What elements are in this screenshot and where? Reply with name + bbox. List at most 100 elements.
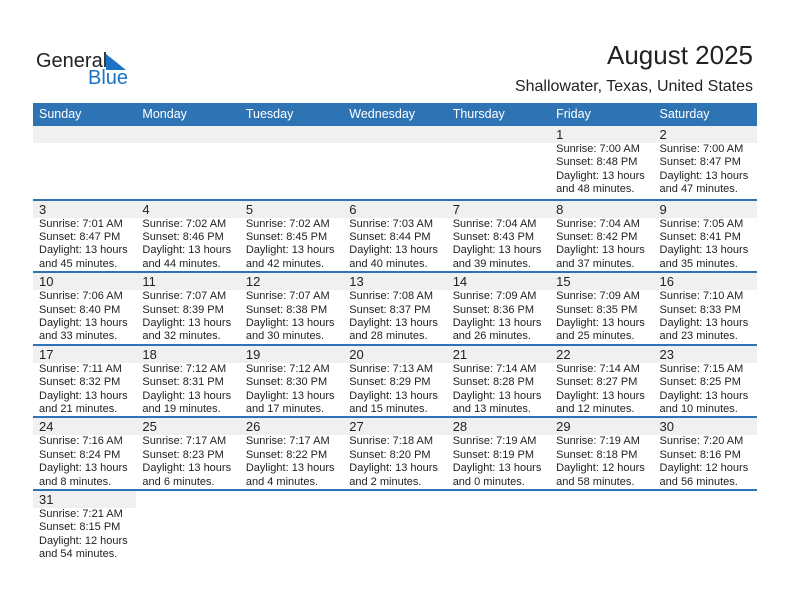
day-number: 7 xyxy=(452,201,460,217)
day-cell: 5 Sunrise: 7:02 AM Sunset: 8:45 PM Daylight… xyxy=(239,200,344,272)
sunset-text: Sunset: 8:20 PM xyxy=(349,448,431,461)
minutes-text: and 12 minutes. xyxy=(556,403,635,415)
weekday-thursday: Thursday xyxy=(452,107,505,121)
day-band xyxy=(33,490,137,508)
day-number: 12 xyxy=(245,274,261,290)
minutes-text: and 21 minutes. xyxy=(39,403,118,415)
minutes-text: and 25 minutes. xyxy=(556,330,635,343)
minutes-text: and 56 minutes. xyxy=(659,475,738,488)
sunset-text: Sunset: 8:40 PM xyxy=(39,303,121,316)
day-band xyxy=(239,126,344,143)
day-number: 26 xyxy=(245,419,261,435)
day-number: 17 xyxy=(39,346,54,362)
day-number: 23 xyxy=(659,346,674,362)
day-band xyxy=(653,345,757,363)
day-cell: 14 Sunrise: 7:09 AM Sunset: 8:36 PM Dayligh… xyxy=(446,273,551,344)
minutes-text: and 54 minutes. xyxy=(39,548,118,561)
daylight-text: Daylight: 13 hours xyxy=(556,169,645,182)
day-cell: 3 Sunrise: 7:01 AM Sunset: 8:47 PM Daylight… xyxy=(33,200,137,272)
empty-cell xyxy=(446,126,551,199)
week-row: 10 Sunrise: 7:06 AM Sunset: 8:40 PM Dayligh… xyxy=(33,271,757,344)
day-cell: 17 Sunrise: 7:11 AM Sunset: 8:32 PM Dayligh… xyxy=(33,345,137,417)
sunrise-text: Sunrise: 7:10 AM xyxy=(659,290,744,303)
daylight-text: Daylight: 13 hours xyxy=(245,244,335,257)
sunrise-text: Sunrise: 7:01 AM xyxy=(39,217,123,230)
minutes-text: and 45 minutes. xyxy=(39,257,118,270)
sunset-text: Sunset: 8:48 PM xyxy=(556,156,638,169)
sunrise-text: Sunrise: 7:13 AM xyxy=(349,362,434,375)
day-band xyxy=(33,273,137,291)
daylight-text: Daylight: 13 hours xyxy=(245,389,335,402)
sunset-text: Sunset: 8:24 PM xyxy=(39,448,121,461)
day-band xyxy=(136,126,240,143)
day-cell: 7 Sunrise: 7:04 AM Sunset: 8:43 PM Daylight… xyxy=(446,200,551,272)
day-cell: 6 Sunrise: 7:03 AM Sunset: 8:44 PM Daylight… xyxy=(343,200,447,272)
sunset-text: Sunset: 8:28 PM xyxy=(452,376,535,389)
day-cell: 29 Sunrise: 7:19 AM Sunset: 8:18 PM Dayligh… xyxy=(550,418,654,489)
logo-triangle-icon xyxy=(106,54,126,70)
minutes-text: and 48 minutes. xyxy=(556,183,635,196)
daylight-text: Daylight: 13 hours xyxy=(659,389,749,402)
day-number: 9 xyxy=(659,201,667,217)
day-number: 16 xyxy=(659,274,674,290)
day-band xyxy=(550,126,654,143)
empty-cell xyxy=(343,491,446,562)
week-row: 3 Sunrise: 7:01 AM Sunset: 8:47 PM Daylight… xyxy=(33,198,757,272)
sunrise-text: Sunrise: 7:16 AM xyxy=(39,435,123,448)
sunrise-text: Sunrise: 7:02 AM xyxy=(142,217,227,230)
daylight-text: Daylight: 13 hours xyxy=(245,317,335,329)
day-number: 3 xyxy=(39,201,47,217)
day-band xyxy=(343,418,447,436)
logo-text-general: General xyxy=(36,50,108,72)
week-row: 24 Sunrise: 7:16 AM Sunset: 8:24 PM Dayligh… xyxy=(33,416,757,489)
sunset-text: Sunset: 8:15 PM xyxy=(39,521,121,534)
day-number: 21 xyxy=(452,346,468,362)
day-number: 2 xyxy=(659,127,667,142)
day-number: 15 xyxy=(556,274,571,290)
day-cell: 25 Sunrise: 7:17 AM Sunset: 8:23 PM Dayligh… xyxy=(136,418,240,489)
week-row: 31 Sunrise: 7:21 AM Sunset: 8:15 PM Dayligh… xyxy=(33,488,757,562)
empty-cell xyxy=(447,491,550,562)
day-cell: 4 Sunrise: 7:02 AM Sunset: 8:46 PM Daylight… xyxy=(136,200,240,272)
daylight-text: Daylight: 12 hours xyxy=(556,462,645,475)
sunrise-text: Sunrise: 7:00 AM xyxy=(556,143,640,155)
sunset-text: Sunset: 8:22 PM xyxy=(245,448,328,461)
sunrise-text: Sunrise: 7:05 AM xyxy=(659,217,744,230)
sunrise-text: Sunrise: 7:09 AM xyxy=(452,290,537,303)
calendar-grid: 1 Sunrise: 7:00 AM Sunset: 8:48 PM Daylight… xyxy=(33,126,757,562)
day-number: 20 xyxy=(349,346,364,362)
sunrise-text: Sunrise: 7:21 AM xyxy=(39,507,123,520)
day-cell: 24 Sunrise: 7:16 AM Sunset: 8:24 PM Dayligh… xyxy=(33,418,137,489)
sunset-text: Sunset: 8:46 PM xyxy=(142,231,224,243)
day-band xyxy=(33,345,137,363)
daylight-text: Daylight: 13 hours xyxy=(349,462,438,475)
day-number: 13 xyxy=(349,274,364,290)
day-number: 14 xyxy=(452,274,468,290)
day-band xyxy=(446,273,551,291)
empty-cell xyxy=(343,126,447,199)
sunrise-text: Sunrise: 7:20 AM xyxy=(659,435,744,448)
sunrise-text: Sunrise: 7:07 AM xyxy=(245,290,330,303)
day-number: 25 xyxy=(142,419,157,435)
sunset-text: Sunset: 8:42 PM xyxy=(556,231,638,243)
sunset-text: Sunset: 8:30 PM xyxy=(245,376,328,389)
day-band xyxy=(136,345,240,363)
minutes-text: and 26 minutes. xyxy=(452,330,531,343)
day-band xyxy=(550,418,654,436)
minutes-text: and 39 minutes. xyxy=(452,257,531,270)
sunset-text: Sunset: 8:23 PM xyxy=(142,448,224,461)
day-band xyxy=(239,273,344,291)
daylight-text: Daylight: 13 hours xyxy=(349,317,438,329)
sunrise-text: Sunrise: 7:17 AM xyxy=(245,435,330,448)
day-cell: 20 Sunrise: 7:13 AM Sunset: 8:29 PM Dayligh… xyxy=(343,345,447,417)
minutes-text: and 17 minutes. xyxy=(245,403,325,415)
sunset-text: Sunset: 8:43 PM xyxy=(452,231,535,243)
sunrise-text: Sunrise: 7:15 AM xyxy=(659,362,744,375)
empty-cell xyxy=(136,126,240,199)
day-band xyxy=(446,418,551,436)
minutes-text: and 37 minutes. xyxy=(556,257,635,270)
day-number: 4 xyxy=(142,201,150,217)
day-band xyxy=(550,345,654,363)
day-band xyxy=(343,345,447,363)
sunrise-text: Sunrise: 7:18 AM xyxy=(349,435,434,448)
